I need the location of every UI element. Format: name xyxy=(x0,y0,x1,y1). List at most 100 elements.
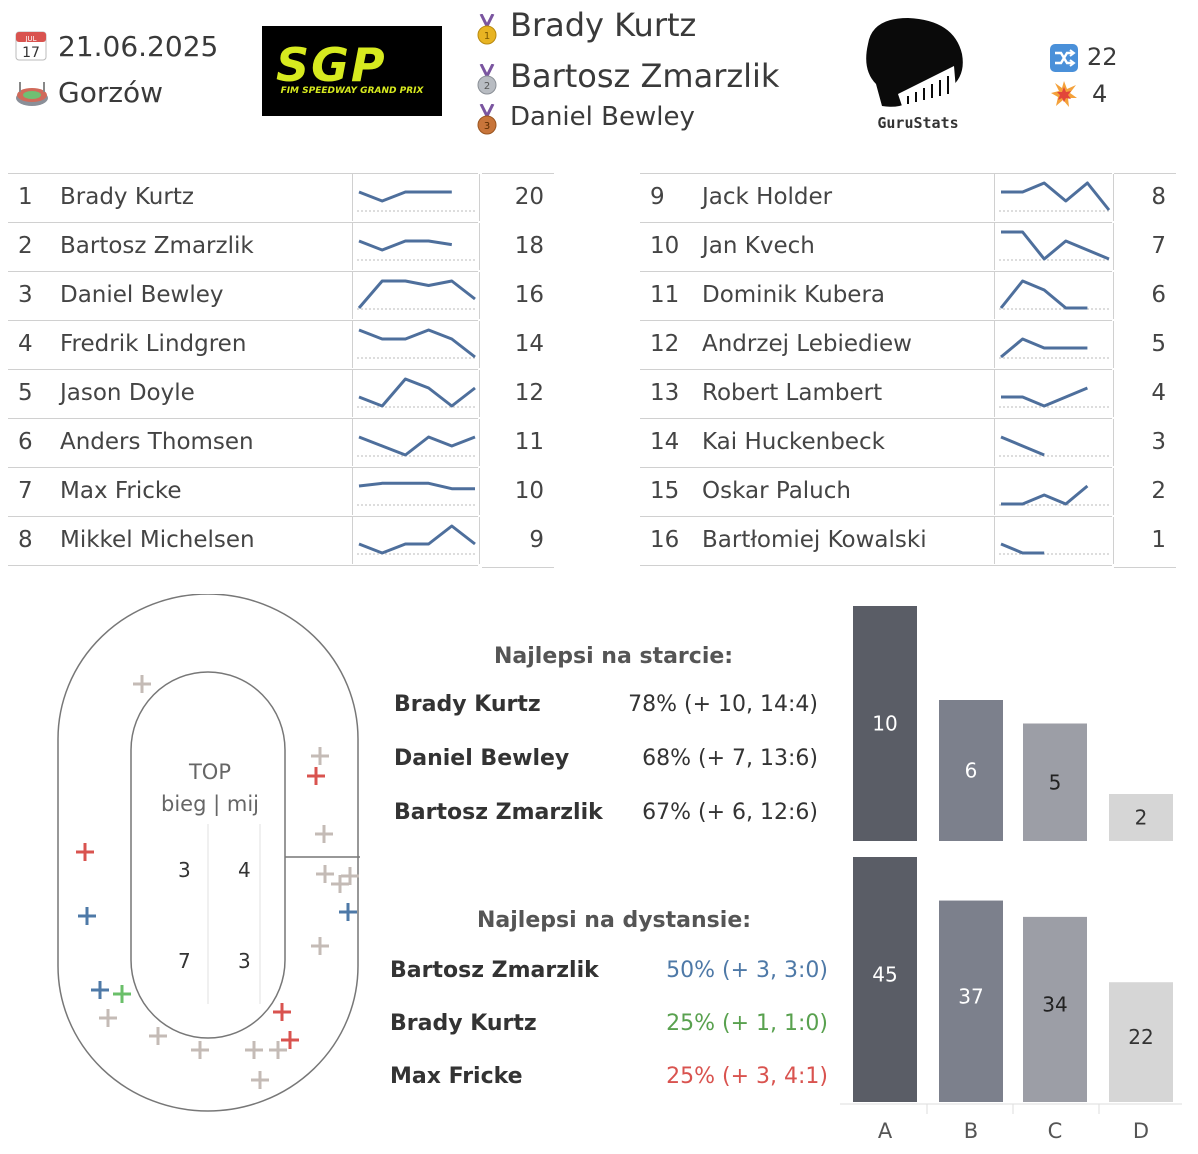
track-marker xyxy=(281,1031,299,1049)
best-distance-value-2: 25% (+ 1, 1:0) xyxy=(666,1011,828,1036)
rider-name: Dominik Kubera xyxy=(702,282,885,308)
sparkline-path xyxy=(1001,386,1088,408)
track-marker xyxy=(91,981,109,999)
rider-trend-sparkline xyxy=(352,517,480,564)
rider-rank: 8 xyxy=(18,527,33,553)
track-marker xyxy=(133,675,151,693)
sparkline-path xyxy=(357,279,476,309)
rider-trend-sparkline xyxy=(352,419,480,466)
points-column xyxy=(482,173,554,568)
bar-value-label: 6 xyxy=(965,759,978,783)
rider-points: 7 xyxy=(1151,233,1166,259)
track-marker xyxy=(316,865,334,883)
track-marker xyxy=(315,825,333,843)
rider-points: 3 xyxy=(1151,429,1166,455)
rider-name: Andrzej Lebiediew xyxy=(702,331,912,357)
best-start-name-3: Bartosz Zmarzlik xyxy=(394,800,603,825)
rider-rank: 5 xyxy=(18,380,33,406)
table-row xyxy=(8,320,478,369)
sparkline-path xyxy=(358,481,475,491)
rider-points: 18 xyxy=(514,233,544,259)
best-start-name-1: Brady Kurtz xyxy=(394,692,541,717)
sparkline-path xyxy=(1001,230,1110,261)
sparkline-path xyxy=(358,524,476,555)
rider-trend-sparkline xyxy=(352,321,480,368)
track-marker xyxy=(76,843,94,861)
track-marker xyxy=(251,1071,269,1089)
best-start-value-2: 68% (+ 7, 13:6) xyxy=(642,746,818,771)
bar-B-1 xyxy=(939,700,1003,841)
bar-B-2 xyxy=(939,900,1003,1102)
gold-medal-icon: 1 xyxy=(476,13,498,50)
table-row xyxy=(640,418,1112,467)
points-column xyxy=(1114,173,1176,568)
track-title-2: bieg | mij xyxy=(161,792,259,816)
sparkline-path xyxy=(1000,435,1045,457)
best-distance-title: Najlepsi na dystansie: xyxy=(477,908,752,933)
rider-name: Bartosz Zmarzlik xyxy=(60,233,254,259)
table-row xyxy=(640,222,1112,271)
track-marker xyxy=(341,867,359,885)
rider-name: Brady Kurtz xyxy=(60,184,194,210)
track-value-bottom-left: 7 xyxy=(178,949,191,973)
gate-bar-chart: 10 6 5 2 45 37 34 22 A B C D xyxy=(840,596,1190,1150)
bar-value-label: 22 xyxy=(1128,1025,1153,1049)
rider-trend-sparkline xyxy=(994,517,1114,564)
track-diagram: TOP bieg | mij 3 4 7 3 xyxy=(50,593,370,1114)
stadium-icon xyxy=(15,78,49,108)
rider-trend-sparkline xyxy=(352,174,480,221)
rider-rank: 3 xyxy=(18,282,33,308)
shuffle-icon xyxy=(1050,44,1078,76)
rider-points: 16 xyxy=(514,282,544,308)
table-row xyxy=(640,369,1112,418)
rider-rank: 9 xyxy=(650,184,665,210)
bar-value-label: 34 xyxy=(1042,992,1067,1016)
best-distance-name-3: Max Fricke xyxy=(390,1064,523,1089)
track-marker xyxy=(331,875,349,893)
track-title-1: TOP xyxy=(188,760,232,784)
rider-rank: 13 xyxy=(650,380,680,406)
podium-first: Brady Kurtz xyxy=(510,6,697,44)
track-marker xyxy=(149,1027,167,1045)
rider-trend-sparkline xyxy=(352,468,480,515)
best-distance-value-1: 50% (+ 3, 3:0) xyxy=(666,958,828,983)
sparkline-path xyxy=(358,190,452,203)
track-value-top-right: 4 xyxy=(238,858,251,882)
table-row xyxy=(8,418,478,467)
rider-rank: 6 xyxy=(18,429,33,455)
sparkline-path xyxy=(1000,542,1045,555)
bar-value-label: 2 xyxy=(1135,806,1148,830)
stat-crashes: 4 xyxy=(1092,80,1108,108)
table-row xyxy=(640,173,1112,222)
rider-rank: 16 xyxy=(650,527,680,553)
bar-value-label: 37 xyxy=(958,984,983,1008)
rider-trend-sparkline xyxy=(994,370,1114,417)
rider-points: 14 xyxy=(514,331,544,357)
best-distance-value-3: 25% (+ 3, 4:1) xyxy=(666,1064,828,1089)
rider-name: Jason Doyle xyxy=(60,380,195,406)
bar-D-2 xyxy=(1109,982,1173,1102)
silver-medal-icon: 2 xyxy=(476,63,498,100)
best-start-value-1: 78% (+ 10, 14:4) xyxy=(628,692,818,717)
gurustats-logo: GuruStats xyxy=(858,14,968,136)
rider-name: Daniel Bewley xyxy=(60,282,224,308)
rider-name: Kai Huckenbeck xyxy=(702,429,885,455)
podium-third: Daniel Bewley xyxy=(510,102,695,132)
table-row xyxy=(640,320,1112,369)
table-row xyxy=(8,271,478,320)
table-row xyxy=(8,467,478,516)
category-label: B xyxy=(964,1119,978,1143)
rider-name: Oskar Paluch xyxy=(702,478,851,504)
rider-rank: 14 xyxy=(650,429,680,455)
track-marker xyxy=(113,985,131,1003)
svg-text:17: 17 xyxy=(22,45,40,61)
track-marker xyxy=(311,937,329,955)
track-marker xyxy=(269,1041,287,1059)
sparkline-path xyxy=(1001,181,1111,211)
track-marker xyxy=(339,903,357,921)
rider-rank: 4 xyxy=(18,331,33,357)
sparkline-path xyxy=(1000,337,1088,359)
table-row xyxy=(8,222,478,271)
category-label: A xyxy=(878,1119,893,1143)
svg-text:1: 1 xyxy=(484,31,490,42)
